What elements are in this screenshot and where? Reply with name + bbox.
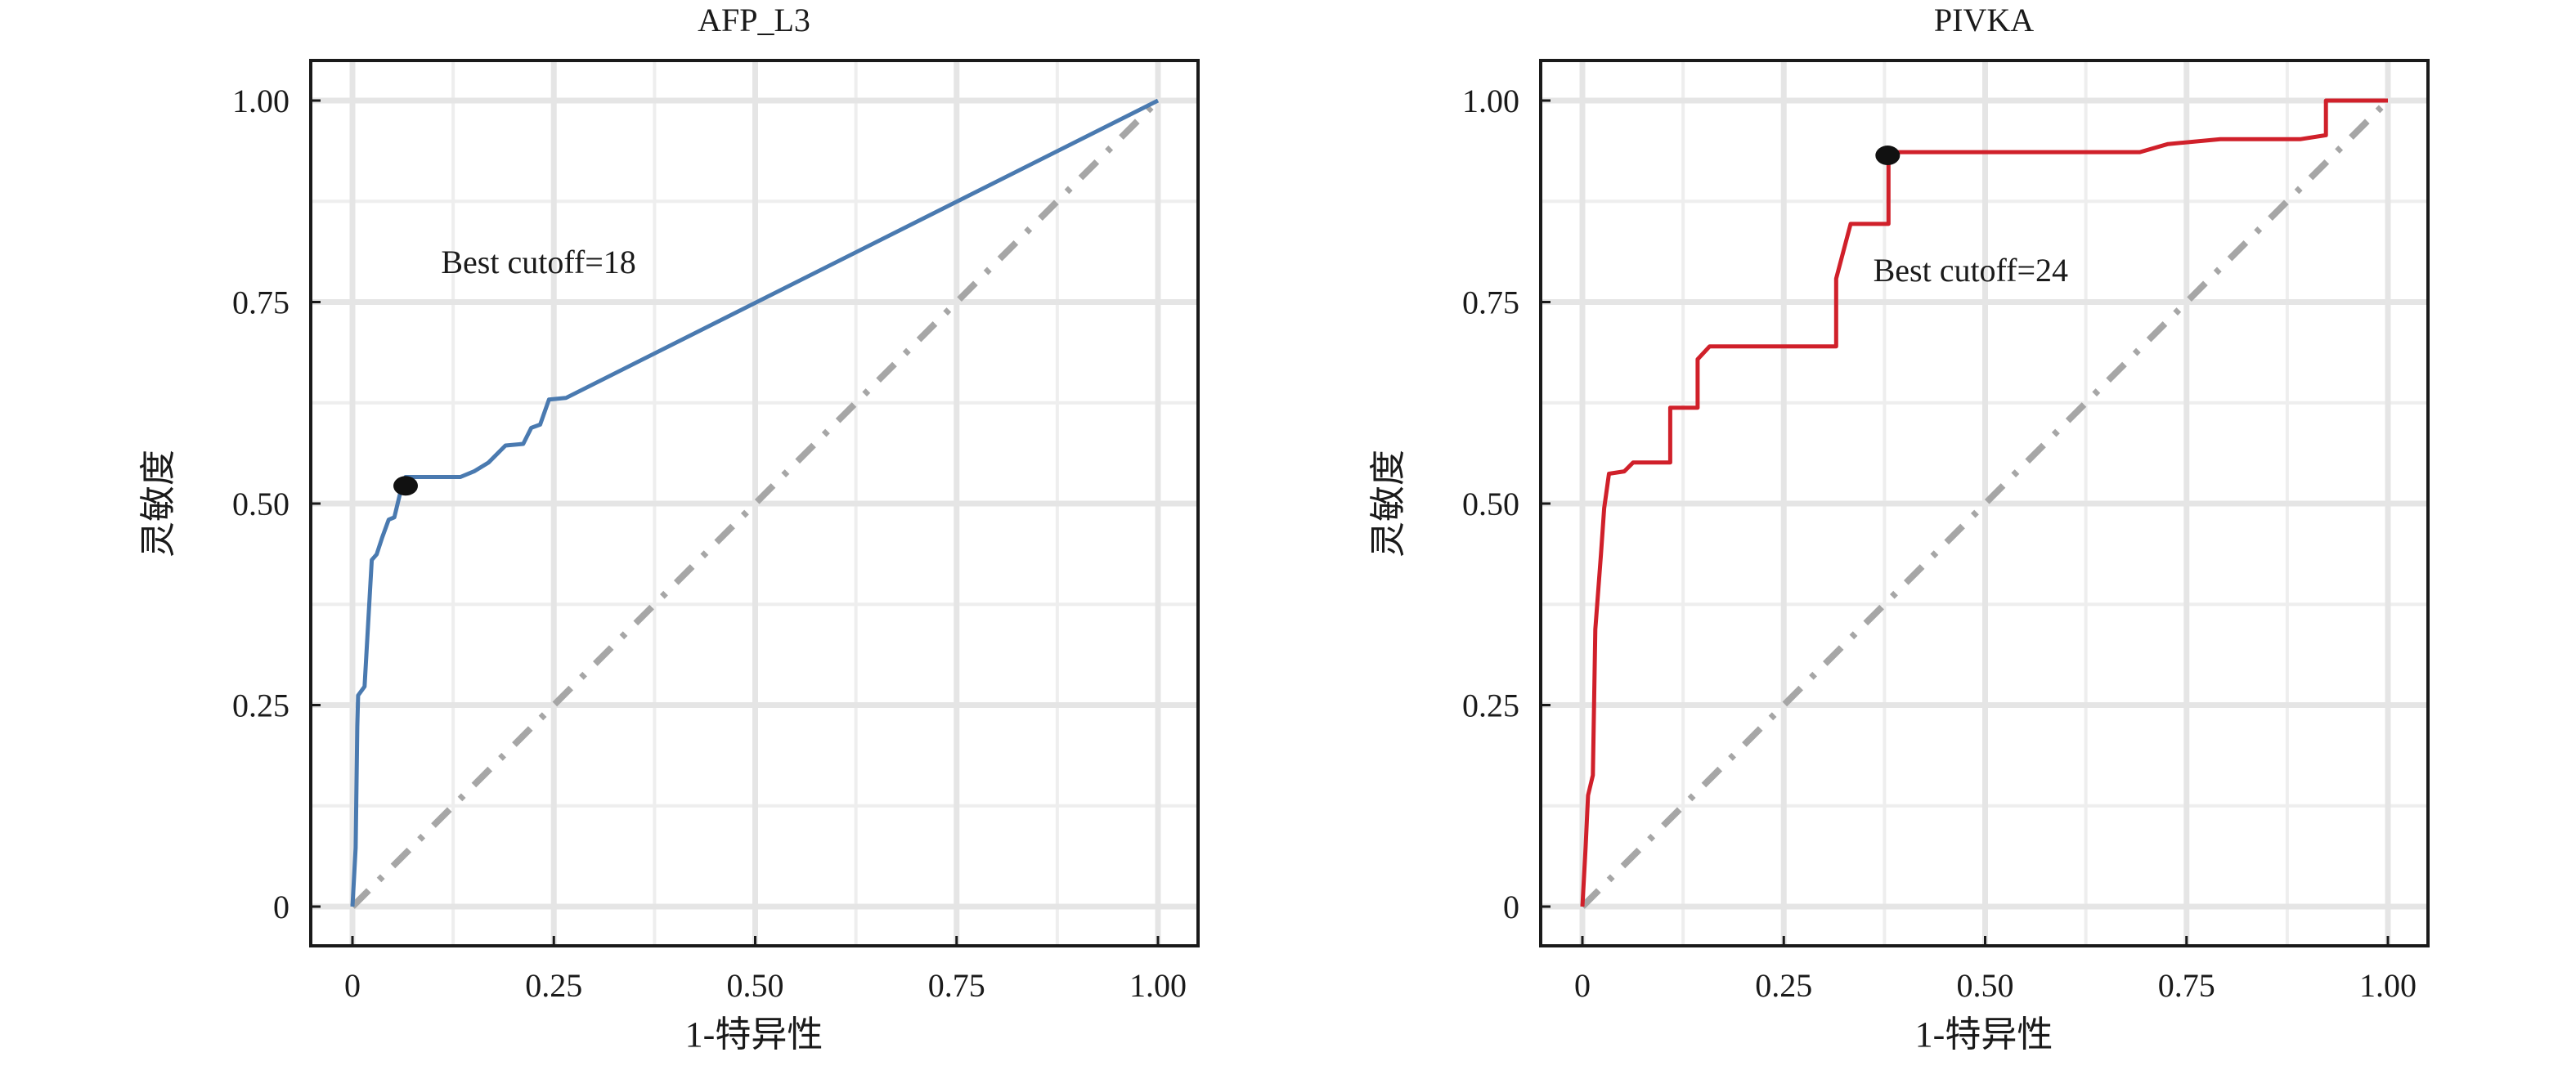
x-tick-label: 1.00 (1129, 967, 1187, 1004)
y-tick-label: 0.75 (1462, 284, 1519, 321)
panel-pivka: PIVKA 1-特异性 灵敏度 Best cutoff=24 0 0.25 0.50 0… (1368, 2, 2430, 1055)
y-tick-label: 0.25 (1462, 688, 1519, 724)
y-axis-label: 灵敏度 (138, 450, 178, 558)
x-tick-label: 0.50 (1957, 967, 2014, 1004)
roc-curve-pivka (1580, 98, 2388, 907)
x-tick-label: 0 (344, 967, 361, 1004)
best-cutoff-annotation: Best cutoff=24 (1874, 252, 2068, 289)
y-tick-label: 0 (273, 889, 289, 925)
y-axis-label: 灵敏度 (1368, 450, 1408, 558)
reference-diagonal-line (350, 98, 1160, 909)
panel-afp-l3: AFP_L3 1-特异性 灵敏度 Best cutoff=18 0 0.25 0.50… (138, 2, 1200, 1055)
x-tick-label: 0 (1574, 967, 1591, 1004)
y-tick-label: 1.00 (1462, 83, 1519, 119)
x-axis-label: 1-特异性 (685, 1014, 824, 1055)
y-tick-label: 0.75 (232, 284, 289, 321)
x-tick-label: 0.25 (525, 967, 582, 1004)
y-tick-label: 0.25 (232, 688, 289, 724)
chart-title: PIVKA (1934, 2, 2034, 38)
y-tick-label: 0.50 (232, 486, 289, 522)
x-tick-label: 0.50 (727, 967, 784, 1004)
x-tick-label: 0.25 (1755, 967, 1812, 1004)
y-tick-label: 0 (1503, 889, 1519, 925)
y-tick-label: 1.00 (232, 83, 289, 119)
y-tick-label: 0.50 (1462, 486, 1519, 522)
x-tick-label: 0.75 (2158, 967, 2215, 1004)
best-cutoff-annotation: Best cutoff=18 (441, 244, 635, 280)
grid (1541, 60, 2428, 946)
x-tick-label: 1.00 (2359, 967, 2417, 1004)
x-tick-label: 0.75 (928, 967, 985, 1004)
reference-diagonal-line (1580, 98, 2390, 909)
best-cutoff-point (393, 476, 419, 496)
chart-title: AFP_L3 (698, 2, 810, 38)
x-axis-label: 1-特异性 (1915, 1014, 2053, 1055)
best-cutoff-point (1875, 146, 1901, 166)
